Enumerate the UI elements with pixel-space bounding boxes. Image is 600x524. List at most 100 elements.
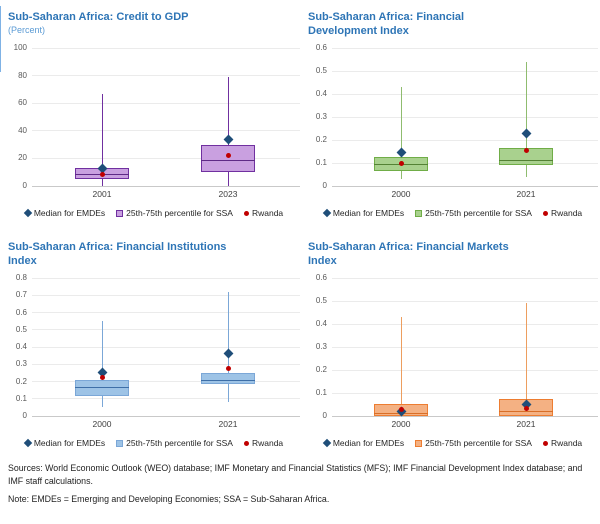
gridline bbox=[32, 294, 300, 296]
y-tick-label: 0.1 bbox=[15, 393, 27, 403]
box-whisker bbox=[525, 303, 527, 416]
diamond-marker-icon bbox=[322, 208, 332, 218]
box-whisker bbox=[101, 93, 103, 186]
diamond-marker-icon bbox=[322, 438, 332, 448]
diamond-marker-icon bbox=[23, 208, 33, 218]
chart-title-line: Development Index bbox=[308, 25, 409, 38]
box-whisker bbox=[400, 317, 402, 416]
percentile-box bbox=[201, 145, 255, 173]
plot-row: 0 0.1 0.2 0.3 0.4 0.5 0.6 bbox=[308, 43, 598, 190]
legend-item-rwanda: Rwanda bbox=[243, 208, 284, 218]
chart-header: Sub-Saharan Africa: Financial Institutio… bbox=[8, 238, 300, 278]
gridline bbox=[332, 300, 598, 302]
y-tick-label: 0.6 bbox=[15, 307, 27, 317]
chart-subtitle: (Percent) bbox=[8, 25, 46, 36]
gridline bbox=[32, 346, 300, 348]
y-tick-label: 0 bbox=[322, 181, 327, 190]
median-line bbox=[499, 159, 553, 161]
gridline bbox=[32, 329, 300, 331]
y-tick-label: 0.3 bbox=[315, 112, 327, 121]
y-axis: 0 20 40 60 80 100 bbox=[8, 43, 32, 190]
gridline bbox=[32, 363, 300, 365]
box-swatch-icon bbox=[116, 439, 124, 447]
rwanda-marker bbox=[99, 374, 105, 380]
legend-label: Rwanda bbox=[251, 208, 284, 218]
gridline bbox=[32, 75, 300, 77]
legend-label: 25th-75th percentile for SSA bbox=[126, 438, 233, 448]
box-swatch-icon bbox=[415, 439, 423, 447]
legend-label: 25th-75th percentile for SSA bbox=[126, 208, 233, 218]
chart-title-line: Index bbox=[308, 255, 337, 268]
chart-title: Sub-Saharan Africa: Financial Developmen… bbox=[308, 10, 598, 38]
legend-item-ssa-percentile: 25th-75th percentile for SSA bbox=[415, 208, 532, 218]
plot-row: 0 0.1 0.2 0.3 0.4 0.5 0.6 0.7 0.8 bbox=[8, 273, 300, 420]
gridline bbox=[332, 369, 598, 371]
legend-item-emde-median: Median for EMDEs bbox=[23, 208, 106, 218]
y-tick-label: 0.3 bbox=[315, 342, 327, 351]
legend-label: Median for EMDEs bbox=[33, 438, 106, 448]
y-tick-label: 0.6 bbox=[315, 43, 327, 52]
gridline bbox=[32, 130, 300, 132]
y-tick-label: 0.7 bbox=[15, 290, 27, 300]
gridline bbox=[332, 277, 598, 279]
dot-marker-icon bbox=[243, 440, 249, 446]
rwanda-marker bbox=[99, 171, 105, 177]
box-whisker bbox=[400, 87, 402, 180]
dot-marker-icon bbox=[243, 210, 249, 216]
legend-item-emde-median: Median for EMDEs bbox=[322, 438, 404, 448]
box-swatch-icon bbox=[116, 209, 124, 217]
median-line bbox=[75, 386, 129, 388]
charts-grid: Sub-Saharan Africa: Credit to GDP (Perce… bbox=[8, 8, 598, 448]
x-axis-label: 2000 bbox=[391, 419, 411, 429]
y-tick-label: 0 bbox=[322, 411, 327, 420]
y-tick-label: 0.5 bbox=[315, 66, 327, 75]
y-tick-label: 0.4 bbox=[315, 89, 327, 98]
legend-label: Median for EMDEs bbox=[33, 208, 106, 218]
percentile-box bbox=[201, 372, 255, 385]
legend: Median for EMDEs 25th-75th percentile fo… bbox=[308, 208, 598, 218]
median-line bbox=[499, 411, 553, 413]
legend-item-emde-median: Median for EMDEs bbox=[322, 208, 404, 218]
y-axis: 0 0.1 0.2 0.3 0.4 0.5 0.6 bbox=[308, 273, 332, 420]
legend-item-ssa-percentile: 25th-75th percentile for SSA bbox=[415, 438, 532, 448]
gridline bbox=[32, 102, 300, 104]
chart-title: Sub-Saharan Africa: Financial Markets In… bbox=[308, 240, 598, 268]
y-tick-label: 100 bbox=[13, 43, 27, 52]
rwanda-marker bbox=[523, 147, 529, 153]
y-tick-label: 0.1 bbox=[315, 158, 327, 167]
dot-marker-icon bbox=[542, 210, 548, 216]
y-tick-label: 60 bbox=[18, 98, 27, 108]
y-tick-label: 80 bbox=[18, 70, 27, 80]
plot-area bbox=[32, 277, 300, 417]
gridline bbox=[332, 162, 598, 164]
x-axis: 2000 2021 bbox=[332, 419, 598, 432]
legend-item-emde-median: Median for EMDEs bbox=[23, 438, 106, 448]
emde-median-marker bbox=[521, 128, 531, 139]
y-tick-label: 0.2 bbox=[315, 135, 327, 144]
box-swatch-icon bbox=[415, 209, 423, 217]
rwanda-marker bbox=[523, 406, 529, 412]
chart-title-line: Sub-Saharan Africa: Financial Markets bbox=[308, 241, 509, 253]
gridline bbox=[32, 381, 300, 382]
chart-title-line: Sub-Saharan Africa: Credit to GDP bbox=[8, 11, 189, 23]
plot-row: 0 20 40 60 80 100 bbox=[8, 43, 300, 190]
median-line bbox=[201, 159, 255, 161]
chart-panel-credit-to-gdp: Sub-Saharan Africa: Credit to GDP (Perce… bbox=[8, 8, 300, 218]
y-tick-label: 0.2 bbox=[15, 376, 27, 386]
y-tick-label: 0.4 bbox=[15, 342, 27, 351]
legend-item-rwanda: Rwanda bbox=[542, 438, 582, 448]
rwanda-marker bbox=[225, 366, 231, 372]
gridline bbox=[332, 47, 598, 49]
y-tick-label: 40 bbox=[18, 125, 27, 135]
emde-median-marker bbox=[396, 147, 406, 158]
rwanda-marker bbox=[398, 160, 404, 166]
x-axis: 2000 2021 bbox=[32, 419, 300, 432]
plot-area bbox=[332, 47, 598, 187]
chart-header: Sub-Saharan Africa: Credit to GDP (Perce… bbox=[8, 8, 300, 48]
legend: Median for EMDEs 25th-75th percentile fo… bbox=[308, 438, 598, 448]
y-tick-label: 0.1 bbox=[315, 388, 327, 397]
chart-panel-financial-institutions-index: Sub-Saharan Africa: Financial Institutio… bbox=[8, 238, 300, 448]
y-tick-label: 0.5 bbox=[15, 324, 27, 334]
plot-area bbox=[332, 277, 598, 417]
rwanda-marker bbox=[398, 406, 404, 412]
